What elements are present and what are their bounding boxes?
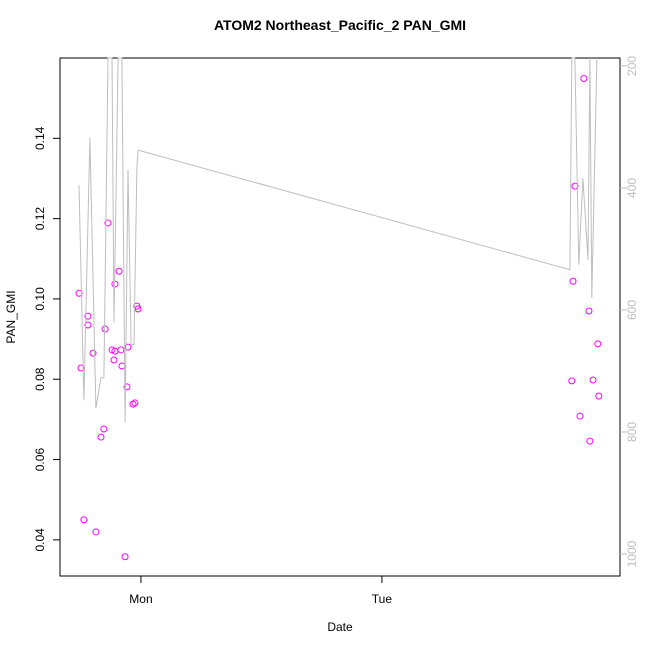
data-point [84,312,92,320]
data-point [580,74,588,82]
data-point [589,376,597,384]
data-point [75,289,83,297]
y-tick-label: 0.12 [33,207,47,231]
y-axis-label: PAN_GMI [4,290,18,343]
x-tick-label: Mon [129,592,152,606]
data-point [123,383,131,391]
y-tick-label: 0.14 [33,126,47,150]
data-point [576,412,584,420]
data-point [586,437,594,445]
data-point [569,277,577,285]
data-point [92,528,100,536]
data-point [129,400,137,408]
plot-frame [59,57,621,577]
data-point [571,182,579,190]
data-point [104,219,112,227]
x-axis-label: Date [327,620,353,634]
data-point [568,377,576,385]
data-point [89,349,97,357]
data-point [115,267,123,275]
data-point [100,425,108,433]
data-point [80,516,88,524]
data-point [121,553,129,561]
data-point [101,325,109,333]
data-point [118,362,126,370]
data-point [585,307,593,315]
x-tick-label: Tue [372,592,393,606]
y2-tick-label: 600 [625,300,639,320]
data-point [595,392,603,400]
y2-tick-label: 800 [625,422,639,442]
y-tick-label: 0.04 [33,528,47,552]
y2-tick-label: 400 [625,178,639,198]
data-point [77,364,85,372]
data-point [97,433,105,441]
chart-title: ATOM2 Northeast_Pacific_2 PAN_GMI [214,17,466,33]
data-point [117,346,125,354]
y2-tick-label: 1000 [625,540,639,567]
y2-tick-label: 200 [625,56,639,76]
data-point [84,321,92,329]
data-point [110,356,118,364]
data-point [594,340,602,348]
y-tick-label: 0.10 [33,287,47,311]
data-point [124,343,132,351]
pressure-line [78,57,598,423]
y-tick-label: 0.08 [33,367,47,391]
data-point [131,399,139,407]
y-tick-label: 0.06 [33,448,47,472]
